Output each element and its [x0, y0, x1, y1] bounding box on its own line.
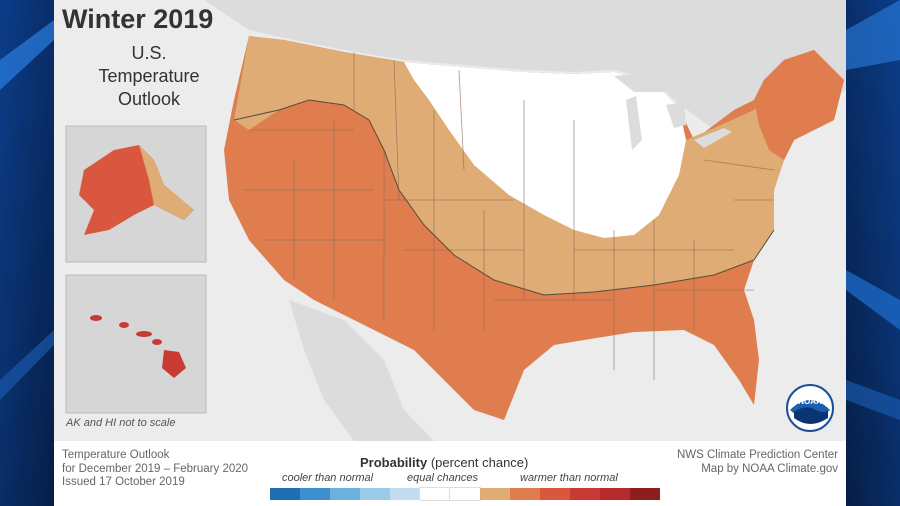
left-frame-bar — [0, 0, 54, 506]
lake-michigan — [626, 96, 642, 150]
probability-unit: (percent chance) — [430, 455, 529, 470]
scale-swatch — [480, 488, 510, 500]
scale-swatch — [449, 487, 481, 501]
probability-color-scale — [270, 487, 660, 501]
subtitle-line-1: U.S. — [131, 43, 167, 63]
scale-swatch — [570, 488, 600, 500]
scale-swatch — [390, 488, 420, 500]
map-subtitle: U.S. Temperature Outlook — [94, 42, 204, 111]
inset-scale-note: AK and HI not to scale — [66, 417, 176, 429]
scale-swatch — [360, 488, 390, 500]
scale-swatch — [330, 488, 360, 500]
region-northeast — [754, 50, 844, 160]
outlook-info: Temperature Outlook for December 2019 – … — [62, 449, 248, 490]
outlook-info-line-3: Issued 17 October 2019 — [62, 476, 185, 488]
outlook-panel: Winter 2019 U.S. Temperature Outlook AK … — [54, 0, 846, 506]
legend-warmer-label: warmer than normal — [520, 472, 618, 484]
left-frame-decoration — [0, 0, 54, 506]
legend-cooler-label: cooler than normal — [282, 472, 374, 484]
legend-equal-label: equal chances — [407, 472, 478, 484]
right-frame-bar — [846, 0, 900, 506]
credits: NWS Climate Prediction Center Map by NOA… — [677, 449, 838, 476]
subtitle-line-2: Temperature — [98, 66, 200, 86]
noaa-logo-icon: NOAA — [786, 384, 834, 432]
outlook-info-line-2: for December 2019 – February 2020 — [62, 462, 249, 475]
lake-superior — [614, 72, 679, 92]
alaska-southeast — [139, 145, 194, 220]
credits-line-1: NWS Climate Prediction Center — [676, 449, 838, 461]
map-title: Winter 2019 — [62, 4, 214, 34]
scale-swatch — [300, 488, 330, 500]
zone-boundary-line — [233, 99, 775, 296]
probability-label: Probability — [360, 455, 428, 470]
alaska-shape — [79, 145, 194, 235]
lake-huron — [666, 102, 686, 128]
mexico-land — [289, 300, 434, 441]
scale-swatch — [600, 488, 630, 500]
noaa-logo-text: NOAA — [798, 397, 822, 406]
legend-footer: Temperature Outlook for December 2019 – … — [54, 441, 846, 506]
hawaii-inset — [65, 274, 207, 414]
probability-heading: Probability (percent chance) — [360, 455, 528, 470]
region-equal-chances — [404, 62, 686, 238]
lake-erie — [694, 128, 732, 148]
scale-swatch — [510, 488, 540, 500]
scale-swatch — [540, 488, 570, 500]
scale-swatch — [630, 488, 660, 500]
us-temperature-map — [65, 0, 846, 441]
outlook-info-line-1: Temperature Outlook — [62, 449, 170, 461]
scale-swatch — [419, 487, 451, 501]
legend-categories: cooler than normal equal chances warmer … — [270, 472, 630, 486]
canada-land — [204, 0, 846, 140]
subtitle-line-3: Outlook — [117, 89, 181, 109]
credits-line-2: Map by NOAA Climate.gov — [701, 462, 838, 475]
right-frame-decoration — [846, 0, 900, 506]
state-boundaries — [244, 52, 775, 380]
hawaii-islands — [90, 315, 186, 378]
scale-swatch — [270, 488, 300, 500]
